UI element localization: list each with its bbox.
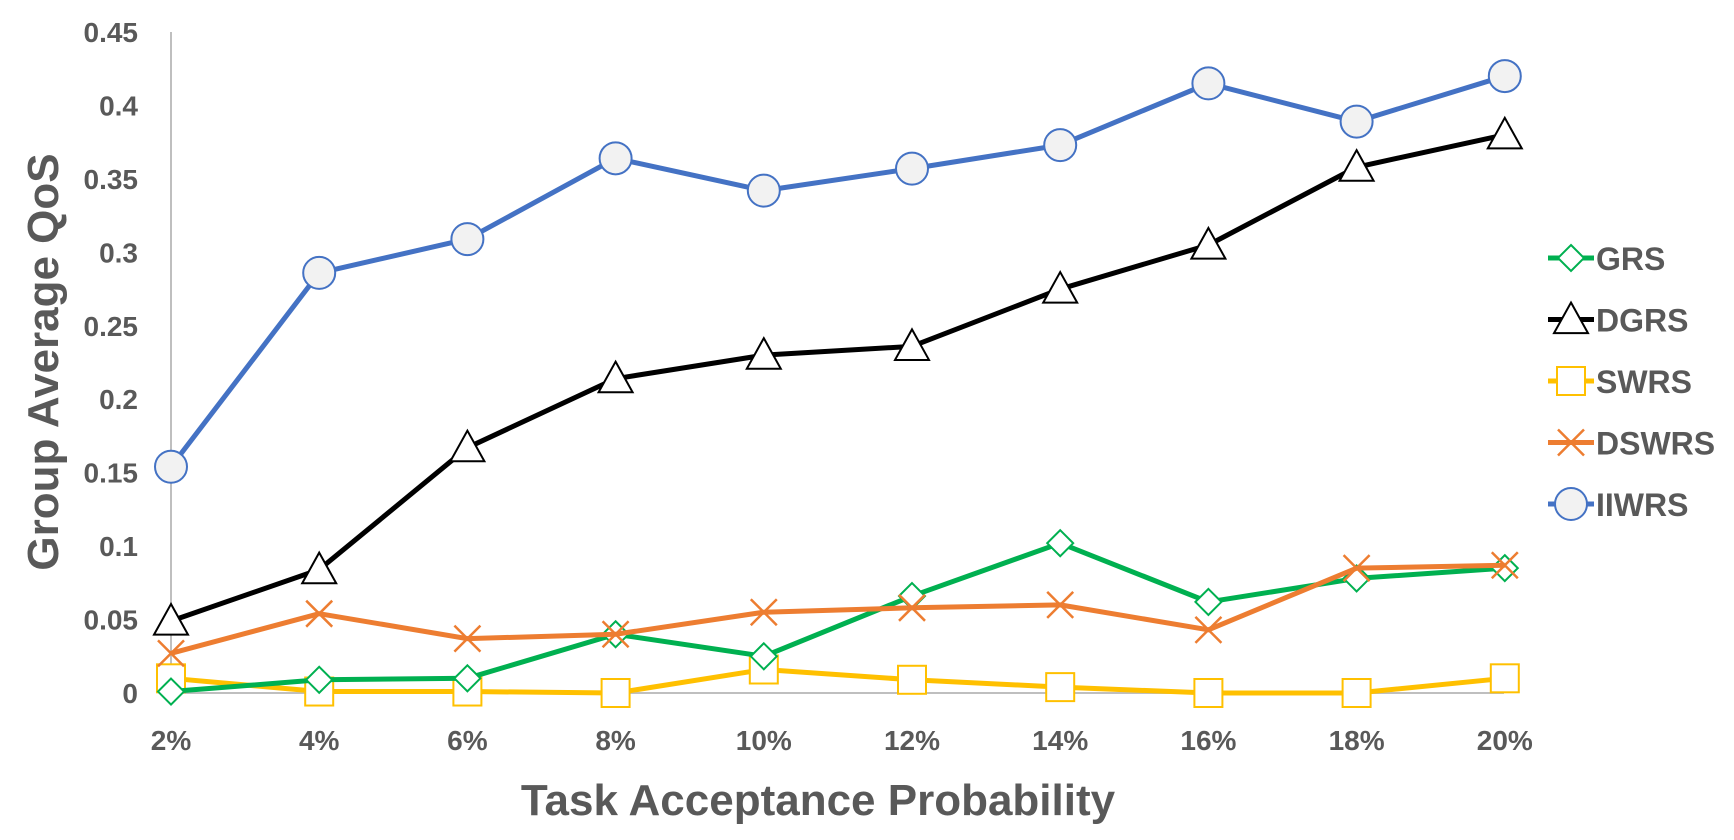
- series-line: [170, 132, 1506, 624]
- data-point: [452, 663, 482, 693]
- x-tick-label: 12%: [884, 725, 940, 756]
- data-point: [600, 678, 631, 708]
- data-point: [601, 620, 630, 649]
- data-point: [1490, 551, 1519, 580]
- series-line: [170, 666, 1506, 696]
- data-point: [1041, 269, 1079, 304]
- data-point: [1490, 553, 1520, 583]
- data-point: [154, 449, 188, 484]
- y-tick-label: 0.25: [84, 311, 139, 342]
- x-tick-label: 18%: [1329, 725, 1385, 756]
- y-tick-label: 0: [122, 678, 138, 709]
- series-dswrs: [157, 551, 1519, 668]
- data-point: [302, 255, 337, 290]
- x-tick-label: 6%: [447, 725, 488, 756]
- legend-marker: [1552, 300, 1590, 335]
- legend-marker: [1557, 428, 1585, 457]
- legend-label: GRS: [1596, 241, 1665, 277]
- data-point: [898, 593, 926, 622]
- series-iiwrs: [154, 59, 1522, 484]
- legend-label: IIWRS: [1596, 487, 1688, 523]
- data-point: [749, 598, 778, 627]
- y-axis-title: Group Average QoS: [19, 153, 68, 570]
- data-point: [1045, 672, 1076, 703]
- data-point: [1043, 128, 1078, 163]
- data-point: [152, 601, 190, 636]
- legend-item-dswrs: DSWRS: [1548, 426, 1715, 462]
- legend-item-swrs: SWRS: [1548, 364, 1692, 400]
- data-point: [1487, 59, 1522, 94]
- data-point: [1337, 148, 1376, 182]
- data-point: [305, 599, 334, 628]
- x-tick-label: 16%: [1180, 725, 1236, 756]
- legend-item-dgrs: DGRS: [1548, 300, 1688, 339]
- x-tick-label: 8%: [595, 725, 636, 756]
- series-grs: [156, 528, 1520, 706]
- data-point: [1191, 66, 1226, 101]
- data-point: [1046, 590, 1075, 619]
- y-tick-label: 0.3: [99, 237, 138, 268]
- y-tick-labels: 0 0.05 0.1 0.15 0.2 0.25 0.3 0.35 0.4 0.45: [84, 17, 139, 709]
- x-axis-title: Task Acceptance Probability: [521, 776, 1116, 825]
- y-tick-label: 0.35: [84, 164, 139, 195]
- legend-label: DGRS: [1596, 303, 1688, 339]
- data-point: [1193, 678, 1224, 708]
- series-dgrs: [152, 115, 1524, 636]
- data-point: [749, 641, 779, 671]
- y-tick-label: 0.05: [84, 605, 139, 636]
- data-point: [1489, 663, 1520, 694]
- series-line: [170, 562, 1505, 656]
- data-point: [1486, 115, 1524, 150]
- data-point: [1339, 104, 1374, 139]
- data-point: [300, 550, 338, 585]
- x-tick-label: 10%: [736, 725, 792, 756]
- series-line: [169, 73, 1506, 469]
- data-point: [895, 151, 929, 186]
- data-point: [304, 665, 334, 695]
- x-tick-label: 4%: [299, 725, 340, 756]
- data-point: [450, 222, 485, 257]
- data-point: [746, 173, 781, 208]
- x-tick-label: 14%: [1032, 725, 1088, 756]
- legend-marker: [1554, 487, 1588, 521]
- x-tick-label: 20%: [1477, 725, 1533, 756]
- legend-item-iiwrs: IIWRS: [1548, 487, 1688, 523]
- axes: [170, 32, 1504, 694]
- data-point: [157, 639, 185, 668]
- legend: GRS DGRS SWRS DSWRS IIWRS: [1548, 241, 1715, 523]
- y-tick-label: 0.45: [84, 17, 139, 48]
- legend-marker: [1556, 243, 1586, 273]
- series-group: [152, 59, 1524, 708]
- legend-label: DSWRS: [1596, 426, 1715, 462]
- data-point: [745, 336, 783, 370]
- data-point: [1193, 587, 1223, 617]
- data-point: [1342, 554, 1371, 583]
- y-tick-label: 0.1: [99, 531, 138, 562]
- legend-marker: [1556, 366, 1586, 396]
- x-tick-label: 2%: [151, 725, 192, 756]
- data-point: [596, 359, 635, 394]
- data-point: [1341, 678, 1372, 708]
- data-point: [1045, 528, 1075, 558]
- data-point: [453, 624, 482, 653]
- data-point: [598, 141, 633, 176]
- data-point: [897, 664, 927, 695]
- data-point: [448, 428, 487, 463]
- x-tick-labels: 2% 4% 6% 8% 10% 12% 14% 16% 18% 20%: [151, 725, 1533, 756]
- y-tick-label: 0.4: [99, 90, 138, 121]
- series-line: [170, 540, 1505, 695]
- data-point: [156, 677, 186, 706]
- legend-item-grs: GRS: [1548, 241, 1665, 277]
- legend-label: SWRS: [1596, 364, 1692, 400]
- data-point: [1194, 615, 1223, 644]
- data-point: [1189, 225, 1228, 260]
- y-tick-label: 0.15: [84, 458, 139, 489]
- y-tick-label: 0.2: [99, 384, 138, 415]
- data-point: [893, 327, 931, 361]
